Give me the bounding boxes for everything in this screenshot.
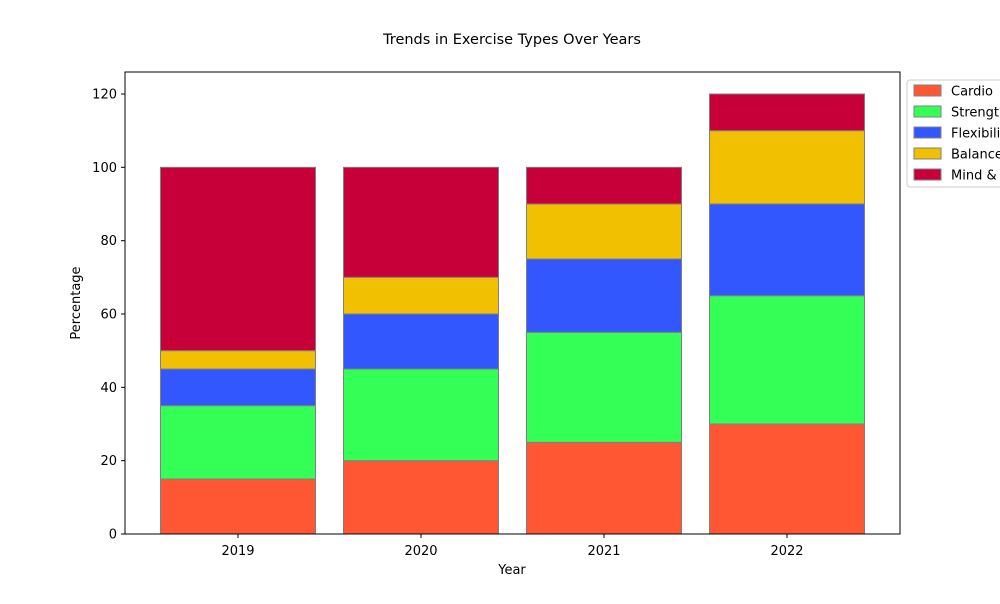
- y-tick-label: 40: [100, 381, 117, 396]
- bar-mind-body-2020: [343, 166, 499, 278]
- x-tick-label: 2020: [404, 544, 437, 559]
- bar-balance-2020: [343, 276, 499, 315]
- legend-label-flexibility: Flexibility: [951, 127, 1000, 142]
- y-tick-label: 120: [92, 88, 117, 103]
- plot-frame: [124, 71, 901, 535]
- y-axis: 0 20 40 60 80 100 120: [92, 88, 125, 543]
- bar-cardio-2020: [343, 460, 499, 535]
- bar-strength-2020: [343, 368, 499, 462]
- bar-strength-2022: [709, 295, 865, 425]
- bar-cardio-2019: [160, 478, 316, 535]
- legend-label-strength: Strength: [951, 106, 1000, 121]
- bars-layer: [160, 93, 865, 535]
- bar-flexibility-2021: [526, 258, 682, 333]
- bar-flexibility-2020: [343, 313, 499, 370]
- bar-flexibility-2019: [160, 368, 316, 407]
- bar-balance-2022: [709, 130, 865, 205]
- bar-strength-2019: [160, 405, 316, 480]
- x-tick-label: 2022: [770, 544, 803, 559]
- legend-label-cardio: Cardio: [951, 85, 993, 100]
- x-axis-label: Year: [497, 563, 526, 578]
- bar-balance-2021: [526, 203, 682, 260]
- y-tick-label: 80: [100, 234, 117, 249]
- bar-flexibility-2022: [709, 203, 865, 297]
- y-tick-label: 100: [92, 161, 117, 176]
- bar-balance-2019: [160, 350, 316, 370]
- y-tick-label: 20: [100, 454, 117, 469]
- bar-cardio-2022: [709, 423, 865, 535]
- legend-label-balance: Balance: [951, 148, 1000, 163]
- bar-mind-body-2019: [160, 166, 316, 352]
- legend-swatch-balance: [913, 147, 942, 160]
- x-tick-label: 2021: [587, 544, 620, 559]
- legend-label-mind-body: Mind & Body: [951, 169, 1000, 184]
- x-axis: 2019 2020 2021 2022: [221, 534, 804, 559]
- legend-swatch-strength: [913, 105, 942, 118]
- bar-mind-body-2021: [526, 166, 682, 205]
- legend-swatch-flexibility: [913, 126, 942, 139]
- chart-title: Trends in Exercise Types Over Years: [382, 32, 641, 48]
- legend: Cardio Strength Flexibility Balance Mind & B…: [906, 79, 1000, 188]
- y-tick-label: 0: [109, 528, 117, 543]
- bar-cardio-2021: [526, 441, 682, 535]
- legend-swatch-cardio: [913, 84, 942, 97]
- x-tick-label: 2019: [221, 544, 254, 559]
- bar-strength-2021: [526, 331, 682, 443]
- bar-mind-body-2022: [709, 93, 865, 132]
- y-axis-label: Percentage: [69, 266, 84, 339]
- y-tick-label: 60: [100, 308, 117, 323]
- legend-swatch-mind-body: [913, 168, 942, 181]
